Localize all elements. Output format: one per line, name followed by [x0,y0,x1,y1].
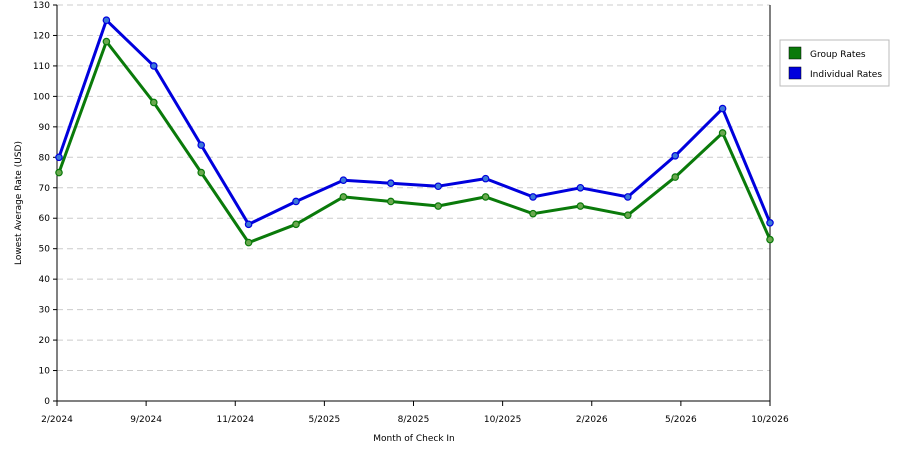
y-tick-label: 0 [44,397,50,407]
x-tick-label: 11/2024 [217,415,255,425]
data-point [150,62,158,70]
data-point [339,193,348,201]
data-point [434,182,443,191]
x-tick-label: 8/2025 [398,415,430,425]
y-tick-label: 40 [39,275,51,285]
y-tick-label: 90 [39,123,51,133]
data-point [529,193,537,201]
data-point [244,238,253,247]
data-point [386,197,395,206]
data-point [766,219,774,227]
data-point [292,197,300,206]
data-point [197,168,206,177]
data-point [576,202,585,210]
data-point [529,209,537,218]
legend-swatch-group-rates [788,46,802,60]
x-axis-title: Month of Check In [373,434,455,444]
x-tick-label: 10/2026 [751,415,789,425]
y-tick-label: 70 [39,184,51,194]
y-tick-label: 20 [39,336,51,346]
y-axis-ticks: 0 10 20 30 40 50 60 70 80 90 100 110 120 130 [33,1,57,407]
data-point [292,220,300,229]
x-axis-ticks: 2/2024 9/2024 11/2024 5/2025 8/2025 10/2025 2/… [41,401,789,425]
x-tick-label: 9/2024 [130,415,162,425]
data-point [55,168,63,177]
x-tick-label: 5/2026 [665,415,697,425]
y-tick-label: 120 [33,31,50,41]
legend-label-group-rates: Group Rates [810,50,866,60]
legend-label-individual-rates: Individual Rates [810,70,882,80]
data-point [102,16,111,25]
data-point [244,220,253,229]
y-tick-label: 80 [39,153,51,163]
data-point [481,174,490,183]
legend: Group Rates Individual Rates [779,39,890,87]
series-line [57,18,772,226]
data-point [671,151,680,160]
series-group [55,16,774,247]
series-line [57,40,772,245]
y-tick-label: 130 [33,1,50,11]
y-axis-title: Lowest Average Rate (USD) [14,141,24,265]
data-point [623,211,632,219]
x-tick-label: 2/2026 [576,415,608,425]
y-tick-label: 30 [39,306,51,316]
data-point [671,173,680,181]
data-point [434,202,443,210]
data-point [718,129,727,137]
data-point [197,141,206,149]
y-tick-label: 110 [33,62,50,72]
data-point [150,98,158,107]
y-tick-label: 100 [33,92,50,102]
y-tick-label: 10 [39,367,51,377]
x-tick-label: 10/2025 [484,415,521,425]
data-point [718,104,727,113]
data-point [481,193,490,201]
data-point [55,153,63,162]
data-point [766,235,774,244]
y-tick-label: 60 [39,214,51,224]
data-point [576,183,585,192]
y-tick-label: 50 [39,245,51,255]
x-tick-label: 5/2025 [309,415,341,425]
data-point [386,179,395,188]
data-point [102,37,111,46]
x-tick-label: 2/2024 [41,415,73,425]
data-point [339,176,348,184]
legend-swatch-individual-rates [788,66,802,80]
data-point [623,193,632,201]
grid-lines [57,4,770,372]
